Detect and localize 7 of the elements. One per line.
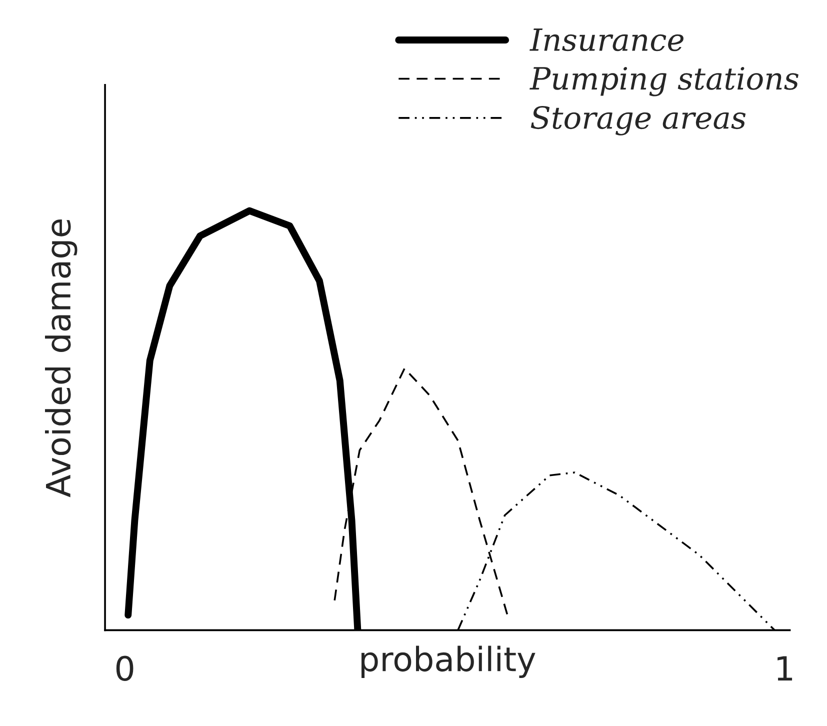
legend-label: Insurance <box>530 28 684 52</box>
legend-label: Storage areas <box>530 106 746 136</box>
x-axis-title: probability <box>362 646 536 678</box>
legend-label: Pumping stations <box>530 66 798 96</box>
x-tick-label: 1 <box>778 656 792 680</box>
x-tick-label: 0 <box>116 656 134 681</box>
y-axis-title: Avoided damage <box>44 219 78 498</box>
